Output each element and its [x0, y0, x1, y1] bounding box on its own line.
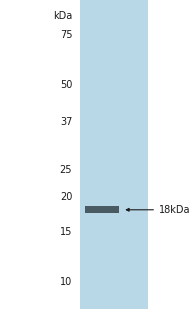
Text: 25: 25: [60, 165, 72, 175]
Text: kDa: kDa: [53, 11, 72, 21]
Text: 75: 75: [60, 30, 72, 40]
Bar: [80, 0, 148, 309]
Text: 50: 50: [60, 80, 72, 90]
Text: 15: 15: [60, 227, 72, 237]
Bar: [86, 206, 120, 213]
Text: 10: 10: [60, 277, 72, 287]
Text: 20: 20: [60, 192, 72, 202]
Text: 37: 37: [60, 116, 72, 127]
Text: 18kDa: 18kDa: [159, 205, 190, 215]
